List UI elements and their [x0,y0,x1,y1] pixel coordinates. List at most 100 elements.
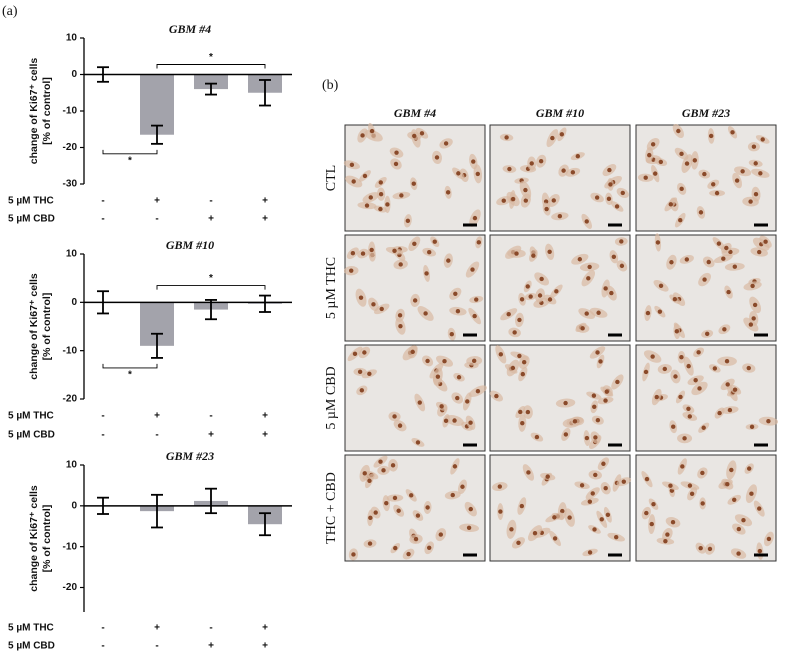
panel-label: (b) [322,78,339,93]
micrograph [344,344,487,452]
nucleus [643,369,649,375]
nucleus [357,369,363,375]
nucleus [360,251,366,256]
nucleus [465,399,470,404]
nucleus [476,240,482,245]
nucleus [658,283,664,289]
nucleus [749,424,755,430]
nucleus [468,420,473,425]
nucleus [679,355,684,360]
y-tick-label: 0 [71,297,77,308]
error-bar [205,487,217,515]
nucleus [537,293,543,298]
nucleus [650,142,656,147]
nucleus [644,510,649,516]
nucleus [378,459,383,464]
y-tick-label: 10 [66,460,78,471]
nucleus [673,374,678,379]
nucleus [368,195,373,200]
nucleus [509,527,514,532]
nucleus [736,526,742,532]
nucleus [758,171,763,176]
nucleus [716,241,722,246]
nucleus [587,499,593,504]
significance-label: * [128,370,132,381]
nucleus [766,418,771,424]
nucleus [705,331,710,337]
nucleus [608,182,613,187]
nucleus [349,268,354,273]
nucleus [750,283,755,289]
nucleus [595,417,601,423]
error-bar [151,124,163,145]
nucleus [432,239,437,244]
nucleus [693,378,698,383]
nucleus [529,161,534,166]
nucleus [538,158,544,164]
nucleus [725,481,730,487]
y-tick-label: -10 [63,541,78,552]
micrograph [489,454,632,562]
nucleus [698,545,703,551]
treatment-sign: + [154,196,160,207]
treatment-sign: + [262,623,268,634]
error-bar [151,493,163,529]
nucleus [696,350,701,355]
nucleus [384,500,389,506]
nucleus [425,358,430,364]
nucleus [741,518,746,523]
nucleus [423,311,428,316]
treatment-sign: + [208,641,214,652]
nucleus [763,239,768,244]
nucleus [456,375,462,380]
nucleus [450,492,455,498]
nucleus [561,168,566,173]
treatment-label: 5 µM CBD [8,430,55,441]
error-bar [97,496,109,515]
nucleus [665,532,670,537]
treatment-sign: - [101,623,104,634]
treatment-label: 5 µM CBD [8,214,55,225]
nucleus [570,170,576,175]
nucleus [686,406,691,411]
nucleus [507,166,512,172]
treatment-sign: + [154,623,160,634]
nucleus [417,400,422,405]
nucleus [603,486,608,491]
nucleus [746,466,752,471]
nucleus [593,472,598,478]
nucleus [532,530,538,536]
nucleus [412,241,417,246]
y-axis-label: [% of control] [41,505,53,573]
nucleus [586,276,591,281]
error-bar [259,79,271,107]
nucleus [757,249,762,255]
nucleus [531,253,536,258]
nucleus [528,294,533,299]
nucleus [551,198,556,203]
treatment-sign: + [154,411,160,422]
nucleus [443,141,449,146]
treatment-sign: + [262,196,268,207]
nucleus [523,187,528,193]
nucleus [736,551,741,556]
nucleus [358,295,364,300]
nucleus [552,515,557,520]
treatment-sign: - [209,196,212,207]
nucleus [398,262,403,267]
nucleus [599,517,604,522]
nucleus [526,470,531,475]
nucleus [512,330,517,335]
nucleus [390,463,396,468]
nucleus [605,512,611,518]
nucleus [364,203,370,208]
micrograph [343,234,486,342]
nucleus [707,546,713,552]
nucleus [676,128,681,134]
nucleus [620,190,625,196]
nucleus [552,536,558,541]
nucleus [712,366,718,371]
nucleus [393,161,399,167]
nucleus [724,245,729,251]
nucleus [362,471,367,476]
